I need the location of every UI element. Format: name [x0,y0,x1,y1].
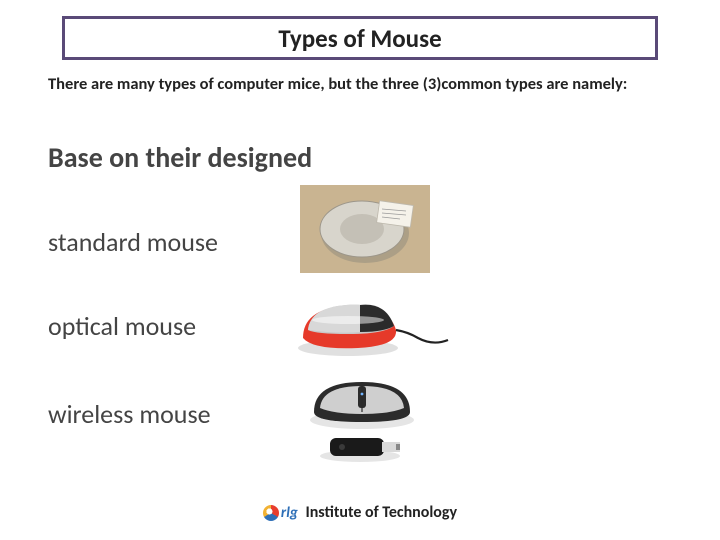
footer: rlg Institute of Technology [0,503,720,522]
subheading: Base on their designed [48,140,312,175]
footer-institute: Institute of Technology [305,503,457,522]
logo: rlg [263,504,298,522]
logo-swirl-icon [263,505,279,521]
list-item-wireless: wireless mouse [48,398,211,430]
list-item-standard: standard mouse [48,226,218,258]
list-item-optical: optical mouse [48,310,196,342]
logo-text: rlg [281,504,298,522]
page-title: Types of Mouse [278,23,441,54]
intro-text: There are many types of computer mice, b… [48,74,672,95]
image-wireless-mouse [290,372,440,467]
title-box: Types of Mouse [62,16,658,60]
image-standard-mouse [300,185,430,273]
image-optical-mouse [288,290,458,360]
